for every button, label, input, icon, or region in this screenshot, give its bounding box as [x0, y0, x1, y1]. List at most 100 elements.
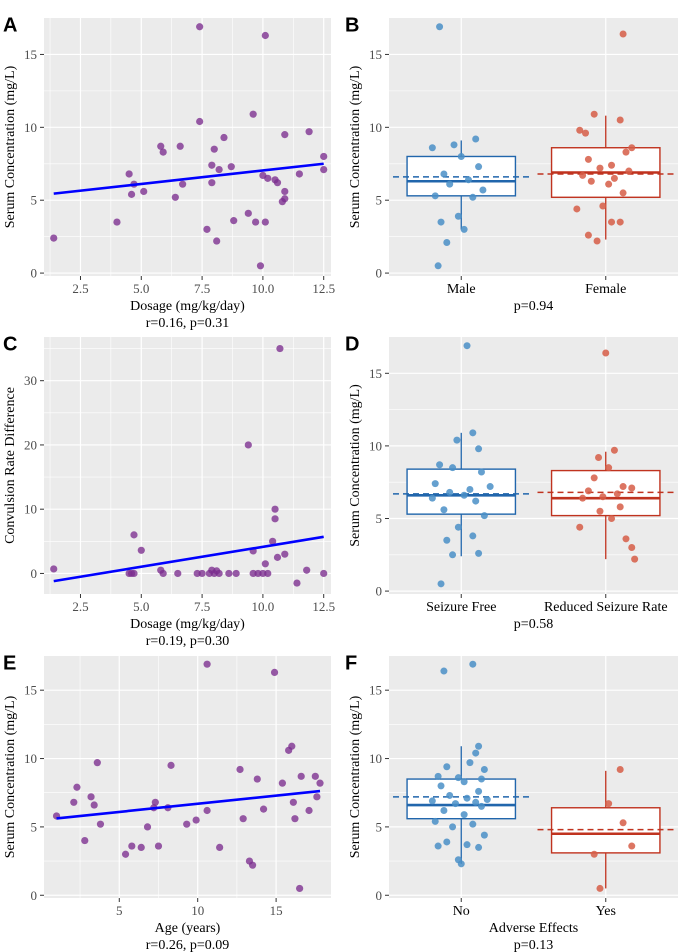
data-point [220, 133, 228, 142]
x-tick-label: No [453, 904, 470, 919]
x-tick-label: Reduced Seizure Rate [544, 600, 668, 615]
data-point [176, 142, 184, 150]
data-point [446, 791, 454, 799]
x-tick-label: 10.0 [252, 599, 275, 614]
y-tick-label: 15 [24, 47, 37, 62]
data-point [428, 144, 436, 152]
data-point [480, 831, 488, 839]
data-point [454, 523, 462, 531]
box-group-0 [393, 660, 530, 868]
data-point [198, 569, 206, 578]
y-tick-label: 15 [24, 683, 37, 698]
data-point [183, 820, 191, 828]
data-point [130, 569, 138, 578]
data-point [605, 800, 613, 808]
x-tick-label: 12.5 [312, 281, 335, 296]
x-tick-label: 7.5 [194, 599, 210, 614]
data-point [90, 801, 98, 809]
data-point [230, 217, 238, 225]
data-point [596, 507, 604, 515]
data-point [121, 850, 130, 858]
data-point [249, 110, 257, 118]
data-point [171, 193, 179, 201]
data-point [434, 772, 442, 780]
data-point [236, 765, 244, 774]
data-point [437, 782, 445, 790]
data-point [225, 569, 233, 578]
data-point [454, 212, 462, 220]
data-point [593, 237, 601, 245]
data-point [622, 535, 630, 543]
data-point [87, 793, 95, 801]
y-tick-label: 15 [369, 47, 382, 62]
y-tick-label: 0 [376, 888, 383, 903]
data-point [96, 820, 105, 828]
data-point [463, 841, 471, 849]
x-tick-label: Male [447, 282, 476, 297]
data-point [472, 135, 480, 143]
data-point [159, 148, 167, 156]
data-point [320, 165, 328, 174]
data-point [208, 179, 216, 187]
data-point [203, 806, 211, 815]
data-point [475, 787, 483, 795]
y-tick-label: 10 [24, 120, 37, 135]
data-point [596, 164, 604, 172]
data-point [483, 796, 491, 804]
data-point [616, 765, 624, 773]
stat-label: p=0.94 [514, 299, 553, 314]
data-point [469, 820, 477, 828]
data-point [619, 30, 627, 38]
y-tick-label: 15 [369, 366, 382, 381]
panel-letter: B [345, 15, 359, 37]
panel-letter: F [345, 653, 357, 675]
data-point [599, 493, 607, 501]
data-point [619, 819, 627, 827]
data-point [466, 485, 474, 493]
data-point [460, 778, 468, 786]
x-axis-title: Dosage (mg/kg/day) [130, 617, 245, 632]
data-point [227, 163, 235, 171]
data-point [469, 193, 477, 201]
y-axis-title: Serum Concentration (mg/L) [3, 65, 18, 228]
data-point [196, 117, 204, 126]
data-point [270, 668, 279, 677]
stat-label: r=0.16, p=0.31 [146, 316, 229, 331]
data-point [125, 170, 133, 178]
data-point [608, 218, 616, 226]
data-point [469, 660, 477, 668]
regression-line [56, 789, 321, 820]
data-point [628, 484, 636, 492]
data-point [252, 218, 260, 226]
box-group-0 [393, 342, 530, 588]
data-point [453, 436, 461, 444]
data-point [443, 536, 451, 544]
data-point [70, 798, 78, 806]
data-point [437, 218, 445, 226]
data-point [590, 110, 598, 118]
data-point [320, 152, 328, 161]
y-tick-label: 0 [31, 266, 38, 281]
box [406, 468, 517, 515]
x-tick-label: Seizure Free [426, 600, 496, 615]
data-point [616, 503, 624, 511]
panel-letter: A [3, 15, 17, 37]
panel-f: F 0 5 10 15 No Yes Serum Concentration (mg/L) Ad… [345, 653, 678, 952]
x-tick-label: 7.5 [194, 281, 210, 296]
data-point [264, 174, 272, 182]
data-point [605, 180, 613, 188]
data-point [477, 775, 485, 783]
panel-a: A 0 5 10 15 2.5 5.0 7.5 10.0 12.5 Serum Concentrat… [3, 15, 335, 331]
data-point [610, 446, 618, 454]
stat-label: r=0.19, p=0.30 [146, 634, 229, 649]
data-point [443, 238, 451, 246]
data-point [113, 218, 121, 226]
box-group-1 [537, 349, 674, 563]
data-point [440, 806, 448, 814]
data-point [278, 779, 286, 787]
data-point [440, 170, 448, 178]
data-point [288, 742, 296, 750]
data-point [599, 202, 607, 210]
data-point [215, 569, 223, 578]
data-point [203, 225, 211, 233]
